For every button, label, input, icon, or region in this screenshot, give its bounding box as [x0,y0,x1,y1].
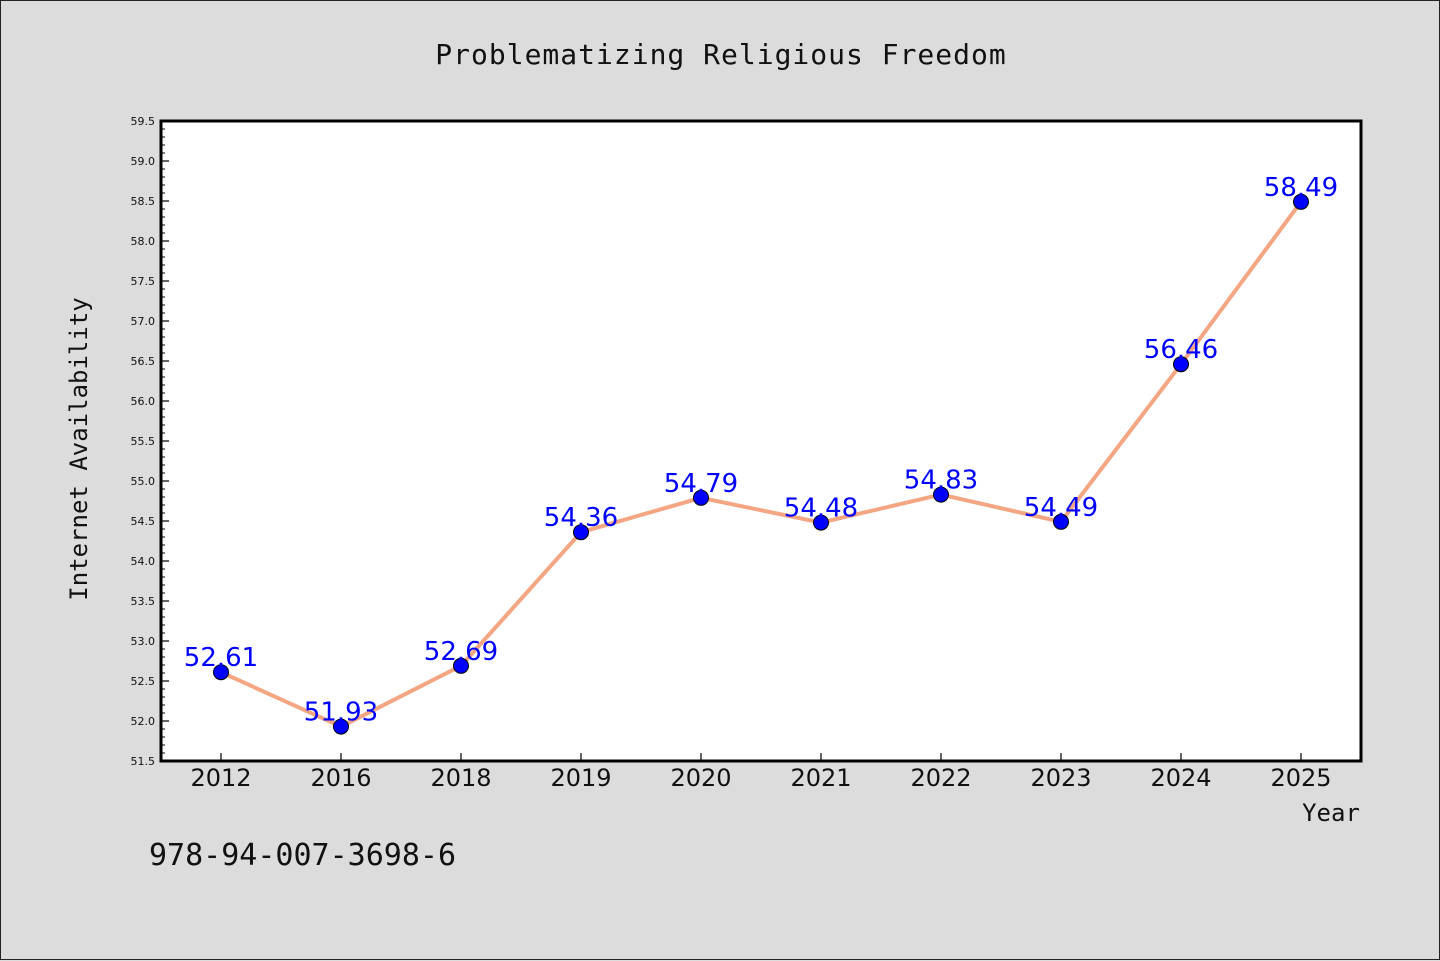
data-point [453,657,469,674]
data-label: 58.49 [1264,173,1338,203]
data-label: 54.49 [1024,493,1098,523]
data-point [573,524,589,541]
y-tick-label: 59.5 [131,115,156,128]
y-tick-label: 53.0 [131,635,156,648]
data-point [933,486,949,503]
data-label: 54.79 [664,469,738,499]
data-label: 52.61 [184,643,258,673]
y-tick-label: 57.0 [131,315,156,328]
x-tick-label: 2022 [910,764,971,792]
y-tick-label: 59.0 [131,155,156,168]
y-tick-label: 58.5 [131,195,156,208]
data-point [813,514,829,531]
y-tick-label: 52.5 [131,675,156,688]
y-tick-label: 51.5 [131,755,156,768]
data-point [1293,193,1309,210]
y-tick-label: 52.0 [131,715,156,728]
plot-area [159,119,1363,763]
data-label: 52.69 [424,637,498,667]
data-label: 54.48 [784,494,858,524]
isbn-text: 978-94-007-3698-6 [149,838,456,873]
x-axis: 2012 2016 2018 2019 2020 2021 2022 2023 2024 2025 [190,753,1332,792]
series-line [220,200,1303,729]
x-tick-label: 2023 [1030,764,1091,792]
y-tick-label: 54.0 [131,555,156,568]
data-point [1173,356,1189,373]
data-point [333,718,349,735]
y-tick-label: 53.5 [131,595,156,608]
x-tick-label: 2024 [1150,764,1211,792]
y-tick-label: 55.0 [131,475,156,488]
y-tick-label: 56.0 [131,395,156,408]
y-tick-label: 56.5 [131,355,156,368]
y-tick-label: 55.5 [131,435,156,448]
x-axis-label: Year [1302,799,1360,827]
data-point [693,489,709,506]
y-axis: 51.5 52.0 52.5 53.0 53.5 54.0 54.5 55.0 55.5 56.0… [131,115,169,768]
y-tick-label: 54.5 [131,515,156,528]
x-tick-label: 2016 [310,764,371,792]
y-tick-label: 58.0 [131,235,156,248]
y-tick-label: 57.5 [131,275,156,288]
data-label: 54.83 [904,466,978,496]
y-axis-label: Internet Availability [65,297,93,600]
data-point [1053,513,1069,530]
x-tick-label: 2018 [430,764,491,792]
x-tick-label: 2025 [1270,764,1331,792]
data-label: 56.46 [1144,335,1218,365]
x-tick-label: 2012 [190,764,251,792]
data-label: 54.36 [544,503,618,533]
data-point [213,664,229,681]
data-label: 51.93 [304,698,378,728]
chart-title: Problematizing Religious Freedom [435,38,1006,71]
series: 52.61 51.93 52.69 54.36 54.79 54.48 54.83 54.49… [184,173,1338,735]
x-tick-label: 2019 [550,764,611,792]
x-tick-label: 2021 [790,764,851,792]
x-tick-label: 2020 [670,764,731,792]
